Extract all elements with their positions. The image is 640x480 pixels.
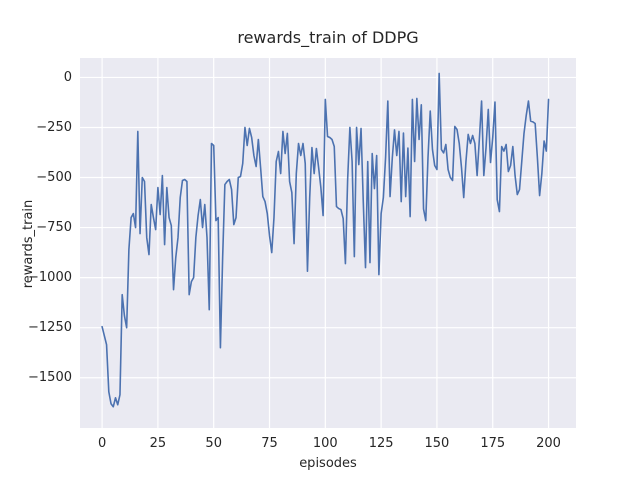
x-tick-label: 0 xyxy=(97,436,107,451)
x-tick-label: 150 xyxy=(424,436,450,451)
x-axis-label: episodes xyxy=(299,456,357,471)
x-tick-label: 75 xyxy=(261,436,278,451)
chart-title: rewards_train of DDPG xyxy=(237,28,419,47)
y-tick-label: −750 xyxy=(36,220,72,236)
plot-area xyxy=(80,58,576,428)
x-tick-label: 175 xyxy=(480,436,506,451)
line-chart-canvas xyxy=(80,58,576,428)
reward-line-series xyxy=(101,72,550,408)
y-tick-label: −1250 xyxy=(28,320,72,336)
y-tick-label: −250 xyxy=(36,119,72,135)
y-axis-label: rewards_train xyxy=(21,199,36,289)
x-tick-label: 125 xyxy=(368,436,394,451)
x-tick-label: 25 xyxy=(149,436,167,451)
y-tick-label: −1500 xyxy=(28,370,72,386)
x-tick-label: 50 xyxy=(205,436,222,451)
y-tick-label: −1000 xyxy=(28,270,72,286)
y-tick-label: −500 xyxy=(36,170,72,186)
series-line-rewards_train xyxy=(101,72,550,408)
x-tick-label: 100 xyxy=(312,436,338,451)
x-tick-label: 200 xyxy=(536,436,561,451)
y-tick-label: 0 xyxy=(63,69,72,85)
gridlines xyxy=(80,58,576,428)
